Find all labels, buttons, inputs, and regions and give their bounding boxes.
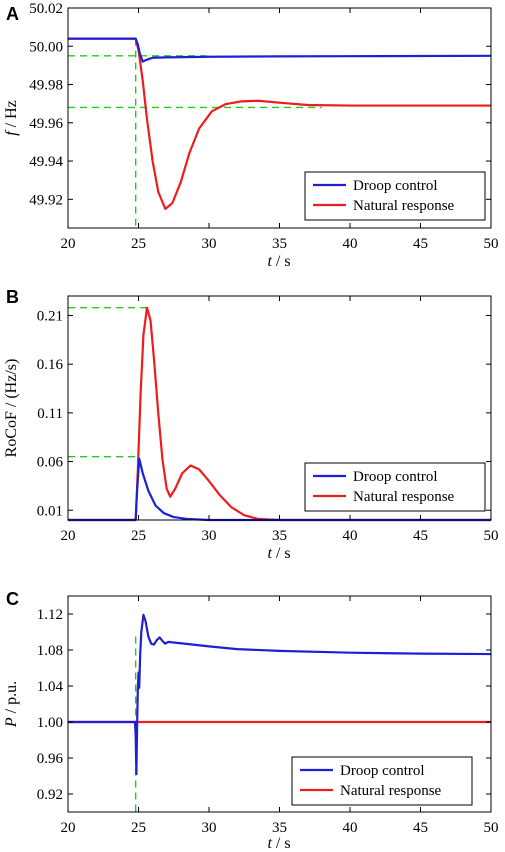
y-axis-label: P / p.u. bbox=[3, 681, 20, 728]
y-tick-label: 49.94 bbox=[29, 154, 63, 170]
x-tick-label: 45 bbox=[413, 820, 428, 836]
legend: Droop control Natural response bbox=[304, 171, 486, 221]
x-tick-label: 20 bbox=[61, 820, 76, 836]
y-tick-label: 0.16 bbox=[37, 357, 64, 373]
x-tick-label: 40 bbox=[343, 820, 358, 836]
y-tick-label: 0.11 bbox=[37, 406, 63, 422]
legend-label-droop-control: Droop control bbox=[353, 469, 438, 485]
x-axis-label: t / s bbox=[267, 253, 290, 270]
y-tick-label: 1.08 bbox=[37, 643, 63, 659]
series-lines bbox=[68, 306, 491, 522]
x-tick-label: 25 bbox=[131, 236, 146, 252]
x-tick-label: 20 bbox=[61, 528, 76, 544]
panel-letter: B bbox=[6, 287, 19, 307]
x-axis-label: t / s bbox=[267, 545, 290, 562]
x-tick-label: 40 bbox=[343, 236, 358, 252]
panel-letter: C bbox=[6, 589, 19, 609]
x-tick-labels: 20 25 30 35 40 45 50 bbox=[61, 820, 499, 836]
x-tick-label: 30 bbox=[202, 236, 217, 252]
legend-box bbox=[304, 462, 486, 512]
x-tick-labels: 20 25 30 35 40 45 50 bbox=[61, 236, 499, 252]
y-tick-label: 0.06 bbox=[37, 455, 64, 471]
y-tick-label: 0.01 bbox=[37, 503, 63, 519]
y-tick-label: 0.96 bbox=[37, 751, 64, 767]
tick-marks bbox=[67, 7, 492, 228]
x-tick-label: 30 bbox=[202, 528, 217, 544]
x-tick-label: 20 bbox=[61, 236, 76, 252]
y-tick-labels: 0.01 0.06 0.11 0.16 0.21 bbox=[37, 308, 64, 519]
y-tick-label: 1.04 bbox=[37, 679, 64, 695]
series-lines bbox=[68, 613, 492, 776]
x-tick-label: 35 bbox=[272, 528, 287, 544]
y-axis-label: RoCoF / (Hz/s) bbox=[3, 359, 20, 458]
series-line-natural-response bbox=[68, 37, 491, 210]
x-tick-label: 25 bbox=[131, 528, 146, 544]
x-tick-label: 45 bbox=[413, 236, 428, 252]
tick-marks bbox=[67, 296, 492, 520]
x-tick-label: 35 bbox=[272, 820, 287, 836]
x-tick-label: 50 bbox=[484, 528, 499, 544]
y-tick-label: 49.98 bbox=[29, 78, 63, 94]
series-line-droop-control bbox=[68, 457, 491, 522]
x-tick-label: 30 bbox=[202, 820, 217, 836]
y-axis-label: f / Hz bbox=[3, 100, 20, 136]
y-tick-label: 0.21 bbox=[37, 308, 63, 324]
y-tick-label: 49.96 bbox=[29, 116, 63, 132]
x-tick-label: 40 bbox=[343, 528, 358, 544]
x-tick-label: 35 bbox=[272, 236, 287, 252]
series-lines bbox=[68, 37, 492, 210]
x-tick-labels: 20 25 30 35 40 45 50 bbox=[61, 528, 499, 544]
legend-label-natural-response: Natural response bbox=[340, 783, 442, 799]
legend-label-droop-control: Droop control bbox=[340, 763, 425, 779]
y-tick-label: 0.92 bbox=[37, 787, 63, 803]
panel-a: A 20 25 30 35 40 45 50 49.92 49.94 49.96 49.98 50.… bbox=[3, 1, 499, 270]
panel-b: B 20 25 30 35 40 45 50 0.01 0.06 0.11 0.16 0.21 t … bbox=[3, 287, 499, 562]
reference-lines bbox=[68, 306, 147, 458]
x-tick-label: 50 bbox=[484, 820, 499, 836]
y-tick-labels: 0.92 0.96 1.00 1.04 1.08 1.12 bbox=[37, 607, 64, 803]
y-tick-label: 1.12 bbox=[37, 607, 63, 623]
y-tick-label: 50.00 bbox=[29, 39, 63, 55]
x-axis-label: t / s bbox=[267, 835, 290, 852]
x-tick-label: 45 bbox=[413, 528, 428, 544]
legend: Droop control Natural response bbox=[304, 462, 486, 512]
y-tick-label: 49.92 bbox=[29, 192, 63, 208]
series-line-droop-control bbox=[68, 613, 492, 776]
x-tick-label: 25 bbox=[131, 820, 146, 836]
legend-label-droop-control: Droop control bbox=[353, 178, 438, 194]
legend: Droop control Natural response bbox=[291, 756, 473, 806]
series-line-natural-response bbox=[68, 306, 491, 522]
panel-c: C 20 25 30 35 40 45 50 0.92 0.96 1.00 1.04 1.08 1.1… bbox=[3, 589, 499, 852]
x-tick-label: 50 bbox=[484, 236, 499, 252]
legend-box bbox=[304, 171, 486, 221]
y-tick-label: 1.00 bbox=[37, 715, 63, 731]
series-line-droop-control bbox=[68, 37, 492, 63]
panel-letter: A bbox=[6, 4, 19, 24]
reference-lines bbox=[68, 38, 322, 228]
y-tick-labels: 49.92 49.94 49.96 49.98 50.00 50.02 bbox=[29, 1, 63, 208]
legend-label-natural-response: Natural response bbox=[353, 198, 455, 214]
y-tick-label: 50.02 bbox=[29, 1, 63, 17]
tick-marks bbox=[67, 596, 492, 812]
legend-label-natural-response: Natural response bbox=[353, 489, 455, 505]
legend-box bbox=[291, 756, 473, 806]
